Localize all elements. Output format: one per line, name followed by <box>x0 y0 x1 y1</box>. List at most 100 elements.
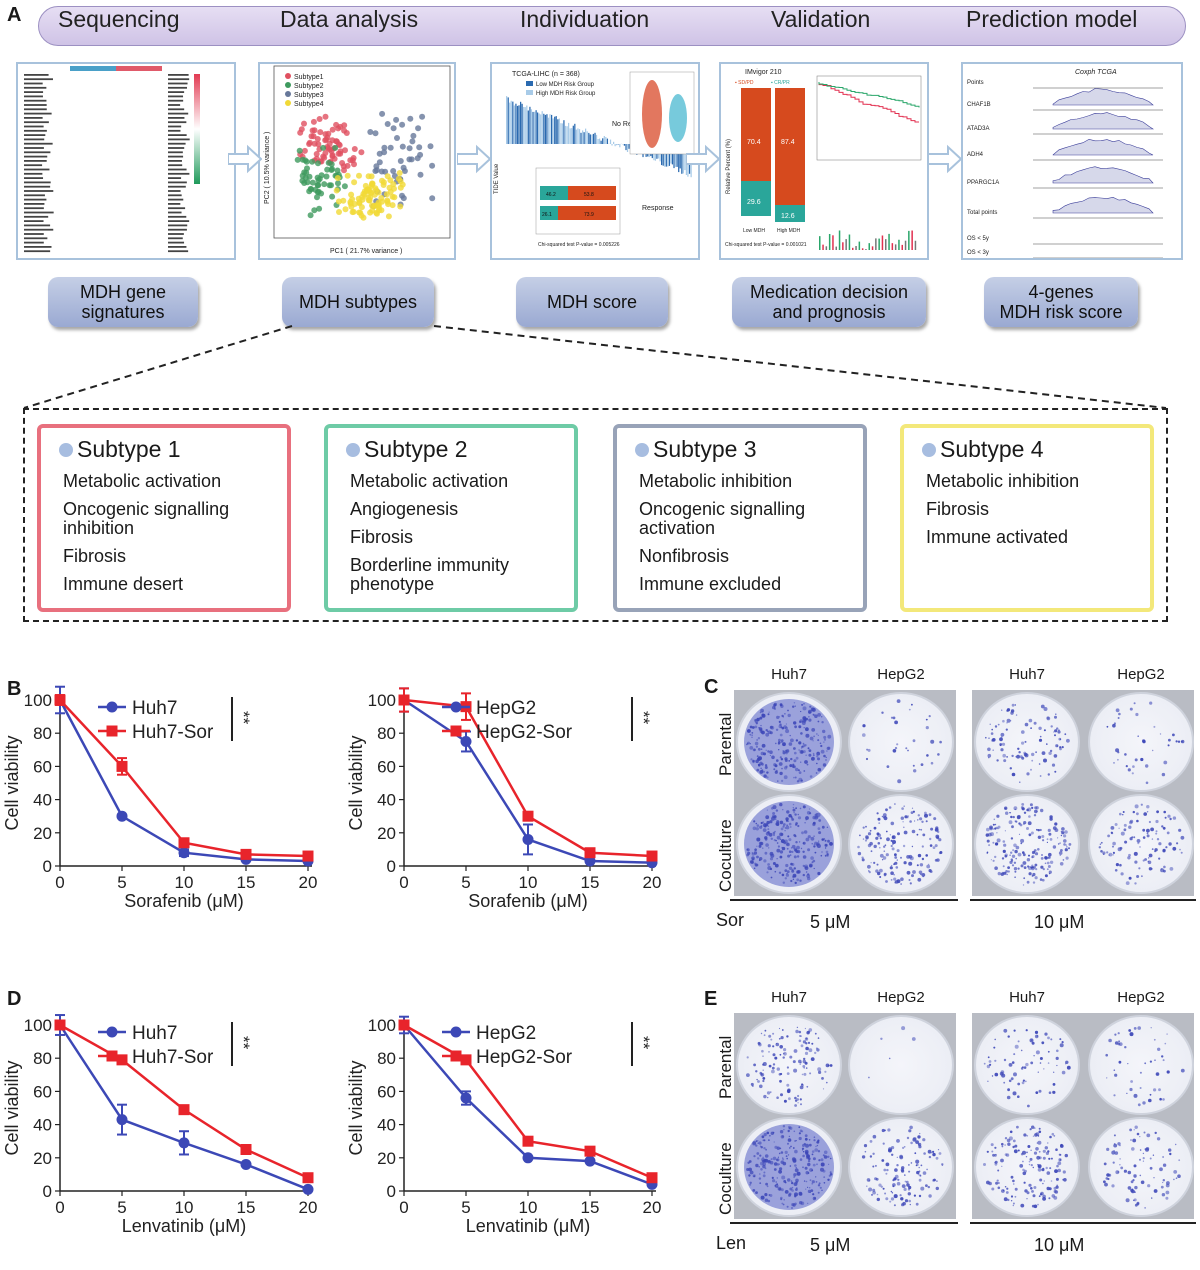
colony <box>1013 1183 1015 1185</box>
colony <box>803 703 805 705</box>
colony <box>800 847 803 850</box>
colony <box>769 857 774 861</box>
colony <box>1118 1040 1121 1043</box>
colony <box>1003 1081 1006 1084</box>
legend-marker <box>450 701 462 713</box>
data-point <box>584 1155 596 1167</box>
colony <box>1110 831 1113 834</box>
colony <box>1014 808 1016 811</box>
colony <box>799 719 803 723</box>
stage-data-analysis: Data analysis <box>280 6 419 32</box>
censor-bar <box>835 246 837 250</box>
colony <box>779 820 784 825</box>
colony <box>891 1192 894 1194</box>
y-tick-label: 40 <box>377 791 396 810</box>
colony <box>872 1190 876 1195</box>
data-point <box>522 810 534 822</box>
colony <box>820 1158 824 1162</box>
tide-ylabel: TIDE Value <box>494 163 500 194</box>
colony <box>1117 847 1122 852</box>
colony <box>1037 1140 1042 1145</box>
pca-point <box>302 157 309 164</box>
colony <box>1053 1071 1055 1073</box>
colony <box>1108 1038 1112 1043</box>
x-axis-label: Sorafenib (μM) <box>124 891 243 911</box>
censor-bar <box>878 238 880 250</box>
colony <box>1140 1180 1145 1185</box>
colony <box>1031 1125 1035 1129</box>
colony <box>747 741 750 745</box>
colony <box>1035 1132 1040 1136</box>
colony <box>766 1185 769 1188</box>
pca-point <box>397 158 404 164</box>
tide-bar <box>507 97 509 144</box>
colony <box>822 763 827 767</box>
colony <box>983 1062 986 1065</box>
colony <box>883 1168 887 1172</box>
heatmap-row-label <box>168 82 188 85</box>
heatmap-svg <box>24 66 200 253</box>
nomogram-row-label: CHAF1B <box>967 102 991 108</box>
tide-bar <box>673 144 675 169</box>
colony <box>1162 1156 1164 1158</box>
colony <box>754 848 757 851</box>
colony <box>879 876 882 878</box>
colony <box>769 750 773 754</box>
colony <box>1006 756 1008 758</box>
colony <box>1135 712 1139 717</box>
colony <box>813 1136 816 1138</box>
nomogram-density <box>1052 88 1154 106</box>
colony <box>1042 1182 1044 1185</box>
colony <box>756 1078 758 1081</box>
colony <box>1115 748 1120 753</box>
colony <box>885 830 888 833</box>
colony <box>882 856 887 860</box>
colony <box>1002 865 1005 868</box>
colony <box>757 747 761 751</box>
colony <box>818 1151 820 1153</box>
colony <box>1132 810 1135 814</box>
colony <box>816 751 821 756</box>
colony <box>983 1163 986 1166</box>
colony <box>812 859 816 863</box>
colony <box>1144 858 1147 861</box>
colony <box>910 1141 913 1145</box>
tide-bar <box>547 117 550 144</box>
colony <box>1020 842 1023 845</box>
colony <box>1166 831 1170 835</box>
pca-point <box>316 205 323 212</box>
colony <box>792 705 795 708</box>
tide-bar <box>564 125 567 144</box>
censor-bar <box>848 234 851 250</box>
colony <box>821 825 825 829</box>
colony <box>1023 1181 1026 1184</box>
colony <box>1024 722 1029 727</box>
pca-point <box>390 125 397 132</box>
column-label: HepG2 <box>877 666 925 683</box>
colony <box>1057 843 1060 845</box>
pca-point <box>373 187 380 194</box>
colony <box>1026 1151 1028 1154</box>
colony <box>1049 1167 1052 1170</box>
colony <box>1043 707 1048 711</box>
x-tick-label: 10 <box>519 1198 538 1217</box>
tide-bar <box>614 144 616 147</box>
imvigor-v1: 70.4 <box>747 139 761 146</box>
colony <box>758 727 763 731</box>
colony <box>1036 1142 1039 1144</box>
heatmap-row-label <box>168 155 184 158</box>
colony <box>867 832 872 836</box>
colony <box>791 1186 794 1189</box>
colony <box>1023 752 1028 757</box>
colony <box>1059 1038 1062 1041</box>
pca-thumbnail: Subtype1 Subtype2 Subtype3 Subtype4 PC1 … <box>258 62 456 260</box>
colony <box>987 747 991 752</box>
nomogram-density <box>1052 166 1154 184</box>
tide-bar-1a: 46.2 <box>546 192 556 198</box>
colony <box>1046 1186 1050 1191</box>
colony <box>787 1138 792 1142</box>
colony <box>1159 1167 1163 1172</box>
y-tick-label: 20 <box>377 824 396 843</box>
colony <box>1013 867 1018 871</box>
colony <box>790 1206 794 1210</box>
